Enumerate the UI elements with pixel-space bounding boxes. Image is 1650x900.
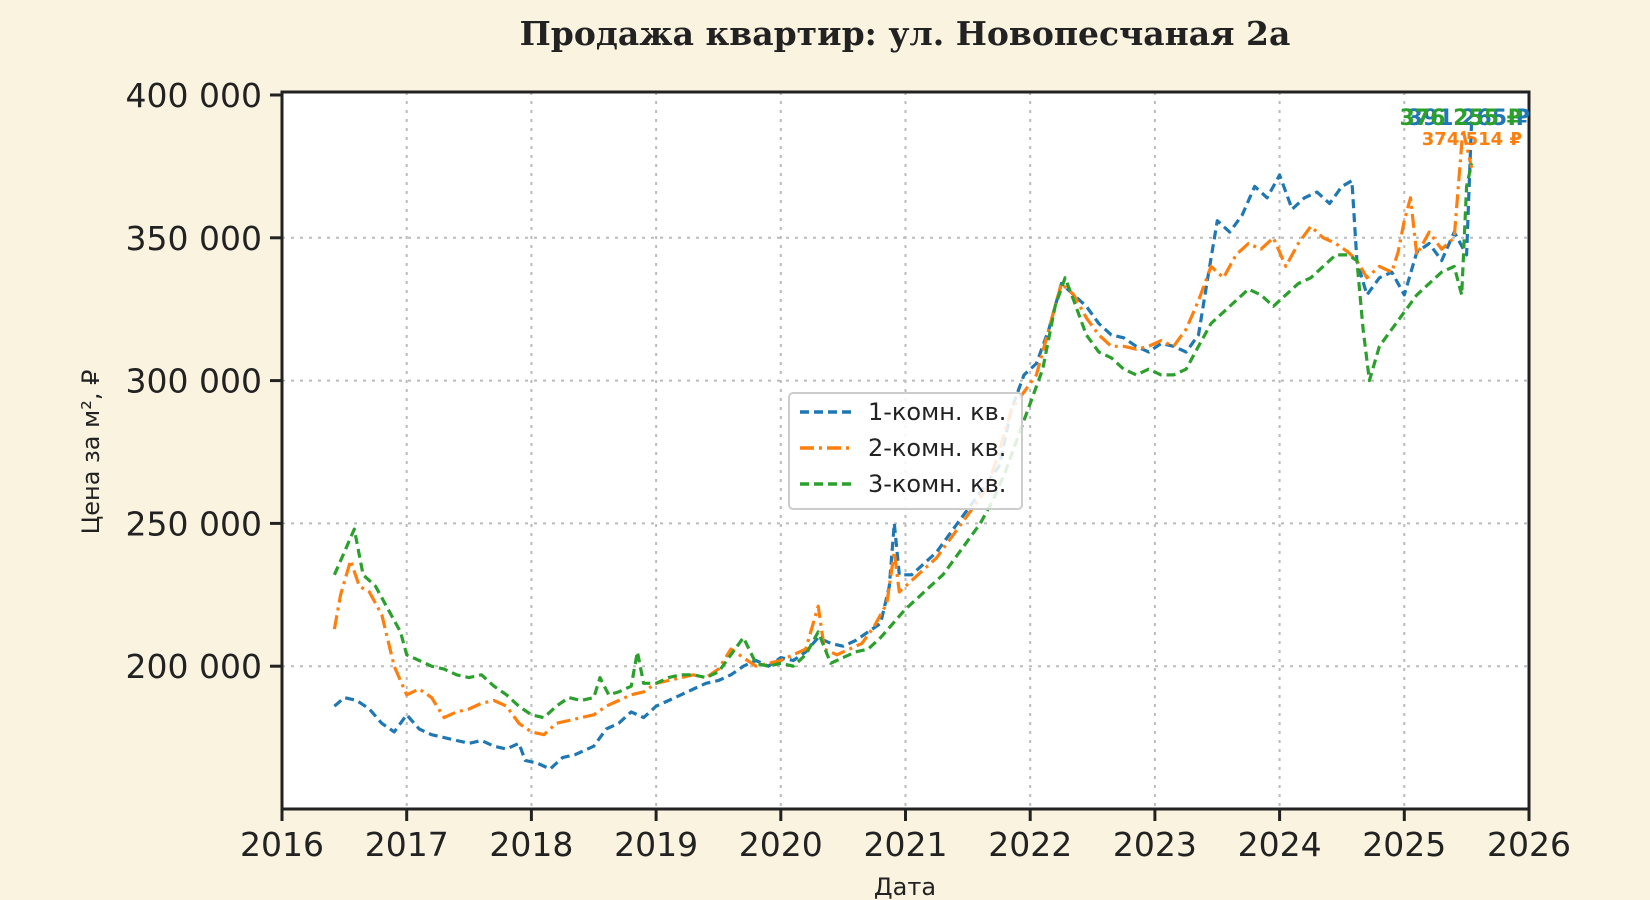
x-axis-label: Дата	[874, 873, 936, 900]
legend: 1-комн. кв. 2-комн. кв. 3-комн. кв.	[788, 392, 1023, 510]
series-line-2	[332, 127, 1474, 737]
x-tick-label: 2023	[1113, 825, 1197, 864]
x-tick-label: 2021	[864, 825, 948, 864]
end-value-label-1: 391 265 ₽	[1408, 106, 1530, 131]
end-labels: 391 265 ₽374 514 ₽376 255 ₽	[1400, 106, 1530, 150]
y-axis-label: Цена за м², ₽	[77, 370, 105, 535]
y-tick-label: 200 000	[126, 647, 262, 686]
y-tick-label: 300 000	[126, 362, 262, 401]
y-tick-label: 400 000	[126, 76, 262, 115]
legend-label-3: 3-комн. кв.	[868, 470, 1006, 498]
x-tick-label: 2016	[240, 825, 324, 864]
x-tick-label: 2018	[489, 825, 573, 864]
legend-label-2: 2-комн. кв.	[868, 434, 1006, 462]
axis-ticks: 2016 2017 2018 2019 2020 2021 2022 2023 2024 2025…	[126, 76, 1571, 864]
x-tick-label: 2020	[739, 825, 823, 864]
x-tick-label: 2025	[1362, 825, 1446, 864]
x-tick-label: 2022	[988, 825, 1072, 864]
chart-title: Продажа квартир: ул. Новопесчаная 2а	[520, 14, 1291, 53]
x-tick-label: 2026	[1487, 825, 1571, 864]
x-tick-label: 2024	[1238, 825, 1322, 864]
x-tick-label: 2017	[365, 825, 449, 864]
legend-box	[788, 392, 1023, 510]
grid	[282, 92, 1529, 809]
y-tick-label: 350 000	[126, 219, 262, 258]
series-line-3	[332, 163, 1474, 720]
series-lines	[332, 120, 1474, 771]
y-tick-label: 250 000	[126, 504, 262, 543]
x-tick-label: 2019	[614, 825, 698, 864]
end-value-label-2: 374 514 ₽	[1422, 129, 1522, 150]
legend-label-1: 1-комн. кв.	[868, 398, 1006, 426]
series-line-1	[333, 120, 1474, 771]
end-value-label-3: 376 255 ₽	[1400, 106, 1522, 131]
